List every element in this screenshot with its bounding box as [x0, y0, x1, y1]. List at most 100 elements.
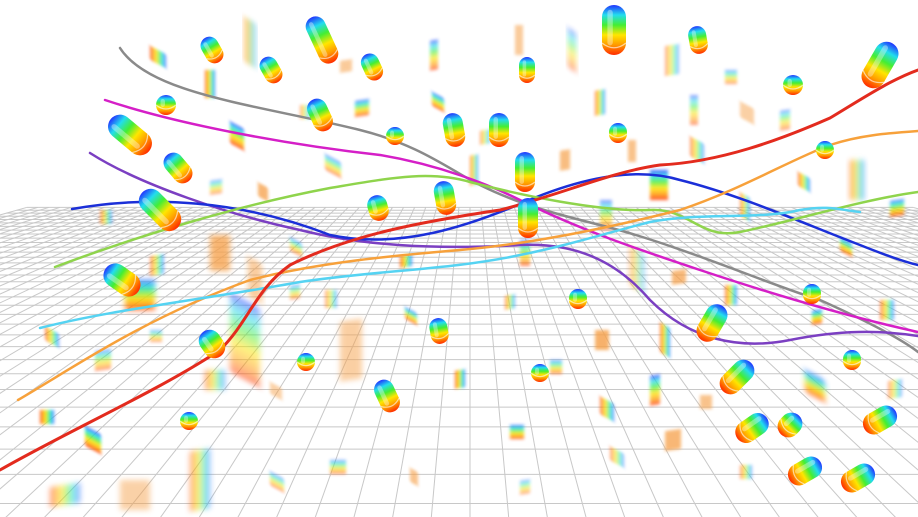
blurred-block	[150, 45, 166, 69]
grid-column-line	[314, 207, 427, 517]
capsule-marker	[488, 113, 510, 147]
curve-red	[0, 68, 918, 472]
blurred-block	[205, 370, 225, 390]
blurred-block	[85, 425, 101, 455]
capsule-marker	[530, 364, 550, 382]
grid-column-line	[724, 206, 918, 303]
blurred-block	[665, 428, 681, 452]
blurred-block	[190, 448, 210, 512]
blurred-block	[150, 330, 162, 342]
blurred-block	[432, 91, 444, 113]
grid-column-line	[613, 207, 918, 471]
capsule-marker	[138, 188, 182, 232]
blurred-block	[95, 348, 111, 372]
blurred-block	[600, 396, 614, 422]
blurred-block	[812, 309, 822, 325]
grid-column-line	[0, 206, 183, 287]
blurred-block	[150, 254, 164, 276]
capsule-marker	[782, 75, 804, 95]
blurred-block	[780, 109, 790, 131]
blurred-block	[550, 360, 562, 374]
grid-column-line	[635, 207, 918, 419]
blurred-block	[560, 149, 570, 171]
grid-column-line	[558, 207, 780, 517]
blurred-block	[595, 89, 605, 116]
blurred-block	[740, 101, 754, 125]
grid-column-line	[0, 206, 171, 279]
blurred-block	[725, 70, 737, 84]
grid-column-line	[276, 207, 416, 517]
blurred-block	[230, 292, 260, 388]
grid-column-line	[0, 206, 194, 295]
grid-column-line	[691, 206, 918, 336]
curve-blue	[70, 173, 918, 267]
blurred-block	[410, 467, 418, 487]
grid-column-line	[513, 207, 626, 517]
blurred-block	[690, 136, 704, 164]
blurred-block	[405, 306, 417, 326]
capsule-marker	[815, 141, 835, 159]
grid-column-line	[591, 207, 896, 517]
capsule-marker	[198, 329, 226, 359]
blurred-block	[455, 369, 465, 389]
grid-column-line	[757, 206, 918, 277]
blurred-block	[505, 294, 515, 310]
blurred-block	[355, 99, 369, 117]
capsule-marker	[305, 16, 339, 64]
grid-column-line	[0, 206, 216, 313]
grid-column-line	[524, 207, 664, 517]
blurred-block	[610, 446, 624, 468]
capsule-marker	[517, 198, 539, 238]
blurred-block	[230, 121, 244, 151]
blurred-block	[270, 471, 284, 493]
capsule-marker	[787, 456, 823, 486]
capsule-marker	[842, 350, 862, 370]
blurred-block	[430, 39, 438, 71]
blurred-block	[40, 410, 54, 424]
blurred-block	[888, 379, 902, 399]
blurred-block	[628, 140, 636, 162]
blurred-block	[325, 290, 337, 308]
grid-column-line	[536, 207, 703, 517]
grid-column-line	[624, 207, 918, 443]
grid-column-line	[658, 207, 918, 380]
grid-column-line	[0, 207, 271, 377]
capsule-marker	[777, 412, 803, 438]
grid-column-line	[713, 206, 918, 313]
grid-column-line	[237, 207, 404, 517]
grid-column-line	[0, 206, 38, 219]
curve-purple	[88, 151, 918, 345]
grid-column-line	[44, 207, 349, 517]
grid-column-line	[0, 206, 49, 223]
blurred-block	[45, 326, 59, 348]
blurred-block	[120, 480, 150, 510]
grid-column-line	[160, 207, 382, 517]
capsule-marker	[103, 263, 141, 297]
grid-column-line	[0, 206, 160, 272]
capsule-marker	[802, 284, 822, 304]
blurred-block	[568, 27, 576, 73]
capsule-marker	[514, 152, 536, 192]
grid-column-line	[602, 207, 918, 503]
capsule-marker	[696, 304, 728, 342]
blurred-block	[270, 381, 282, 401]
blurred-block	[805, 369, 825, 403]
blurred-block	[340, 318, 362, 382]
blurred-block	[740, 192, 750, 222]
blurred-block	[300, 105, 310, 119]
grid-column-line	[392, 207, 449, 517]
blurred-block	[890, 199, 904, 217]
grid-column-line	[680, 207, 918, 349]
blurred-block	[205, 70, 215, 98]
floor-grid	[0, 206, 918, 517]
capsule-marker	[385, 127, 405, 145]
curve-green	[53, 174, 918, 269]
blurred-block	[850, 160, 864, 200]
capsule-marker	[108, 114, 152, 156]
capsule-marker	[163, 152, 193, 184]
capsule-marker	[601, 5, 627, 55]
blurred-block	[510, 425, 524, 439]
capsule-marker	[367, 195, 389, 221]
grid-column-line	[669, 207, 918, 364]
